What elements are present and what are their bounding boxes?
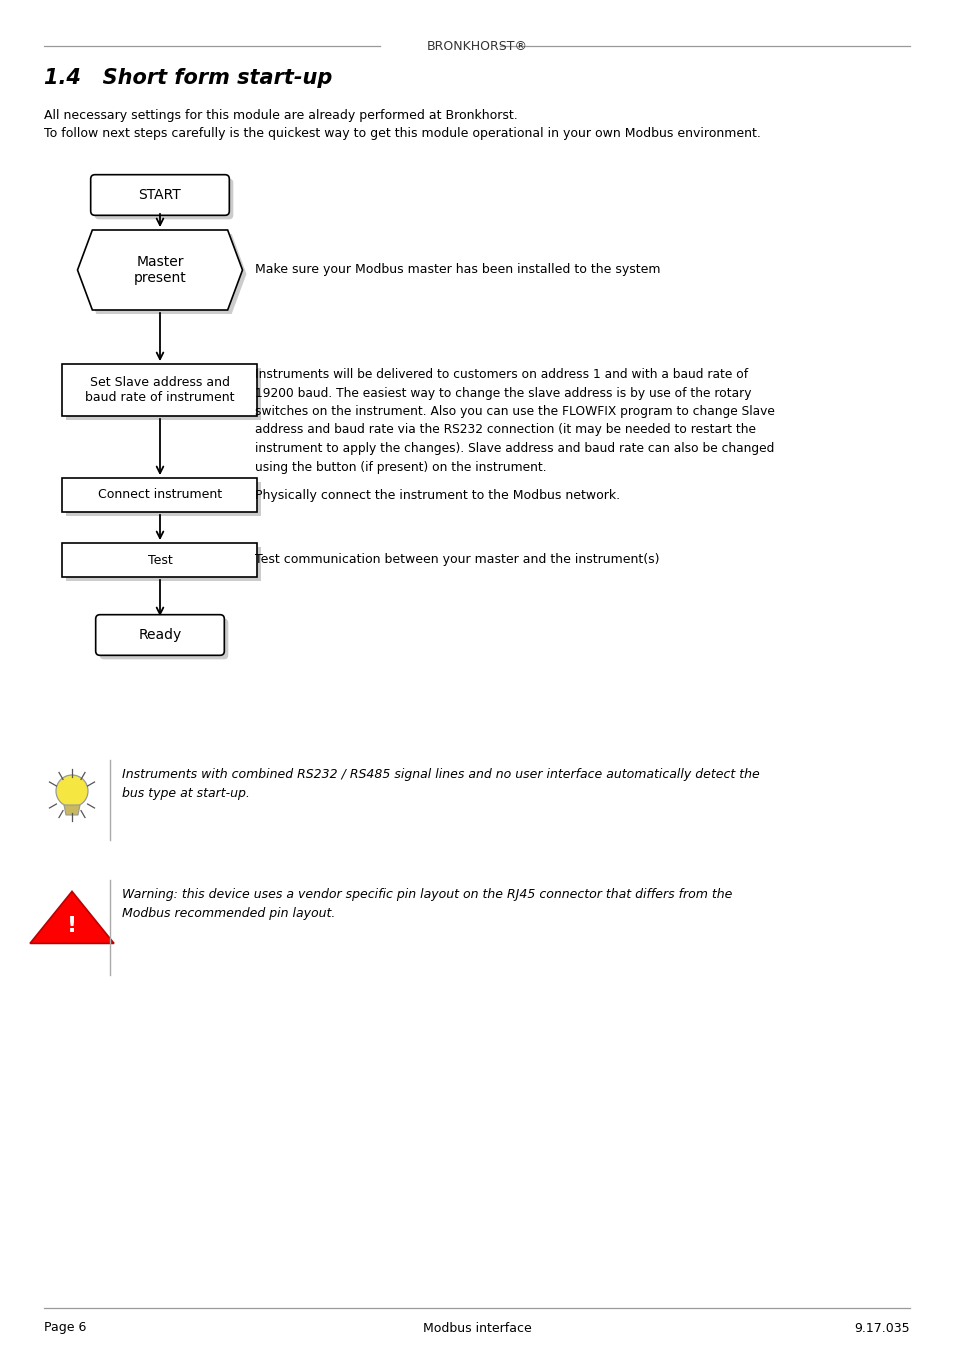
Text: Page 6: Page 6	[44, 1322, 87, 1335]
Text: Test: Test	[148, 554, 172, 567]
Bar	[67, 547, 261, 580]
Text: Set Slave address and
baud rate of instrument: Set Slave address and baud rate of instr…	[85, 377, 234, 404]
FancyBboxPatch shape	[95, 614, 224, 655]
Polygon shape	[64, 805, 80, 815]
Bar	[67, 369, 261, 420]
Polygon shape	[77, 230, 242, 310]
Text: All necessary settings for this module are already performed at Bronkhorst.: All necessary settings for this module a…	[44, 109, 517, 123]
Text: START: START	[138, 188, 181, 202]
Polygon shape	[81, 234, 246, 315]
Text: Master
present: Master present	[133, 255, 186, 285]
Bar	[63, 543, 257, 576]
Text: Make sure your Modbus master has been installed to the system: Make sure your Modbus master has been in…	[254, 263, 659, 277]
Text: 1.4   Short form start-up: 1.4 Short form start-up	[44, 68, 332, 88]
FancyBboxPatch shape	[91, 174, 229, 215]
Text: Connect instrument: Connect instrument	[98, 489, 222, 501]
Text: Instruments will be delivered to customers on address 1 and with a baud rate of
: Instruments will be delivered to custome…	[254, 369, 774, 474]
FancyBboxPatch shape	[94, 178, 233, 219]
Text: Modbus interface: Modbus interface	[422, 1322, 531, 1335]
Text: !: !	[67, 917, 77, 936]
Circle shape	[56, 775, 88, 807]
Text: Instruments with combined RS232 / RS485 signal lines and no user interface autom: Instruments with combined RS232 / RS485 …	[122, 768, 759, 801]
FancyBboxPatch shape	[99, 618, 228, 659]
Text: To follow next steps carefully is the quickest way to get this module operationa: To follow next steps carefully is the qu…	[44, 127, 760, 140]
Bar	[63, 478, 257, 512]
Text: 9.17.035: 9.17.035	[854, 1322, 909, 1335]
Polygon shape	[30, 891, 113, 944]
Text: BRONKHORST®: BRONKHORST®	[426, 39, 527, 53]
Text: Ready: Ready	[138, 628, 181, 643]
Text: Warning: this device uses a vendor specific pin layout on the RJ45 connector tha: Warning: this device uses a vendor speci…	[122, 888, 732, 919]
Bar	[67, 482, 261, 516]
Bar	[63, 364, 257, 416]
Text: Physically connect the instrument to the Modbus network.: Physically connect the instrument to the…	[254, 489, 619, 501]
Text: Test communication between your master and the instrument(s): Test communication between your master a…	[254, 554, 659, 567]
